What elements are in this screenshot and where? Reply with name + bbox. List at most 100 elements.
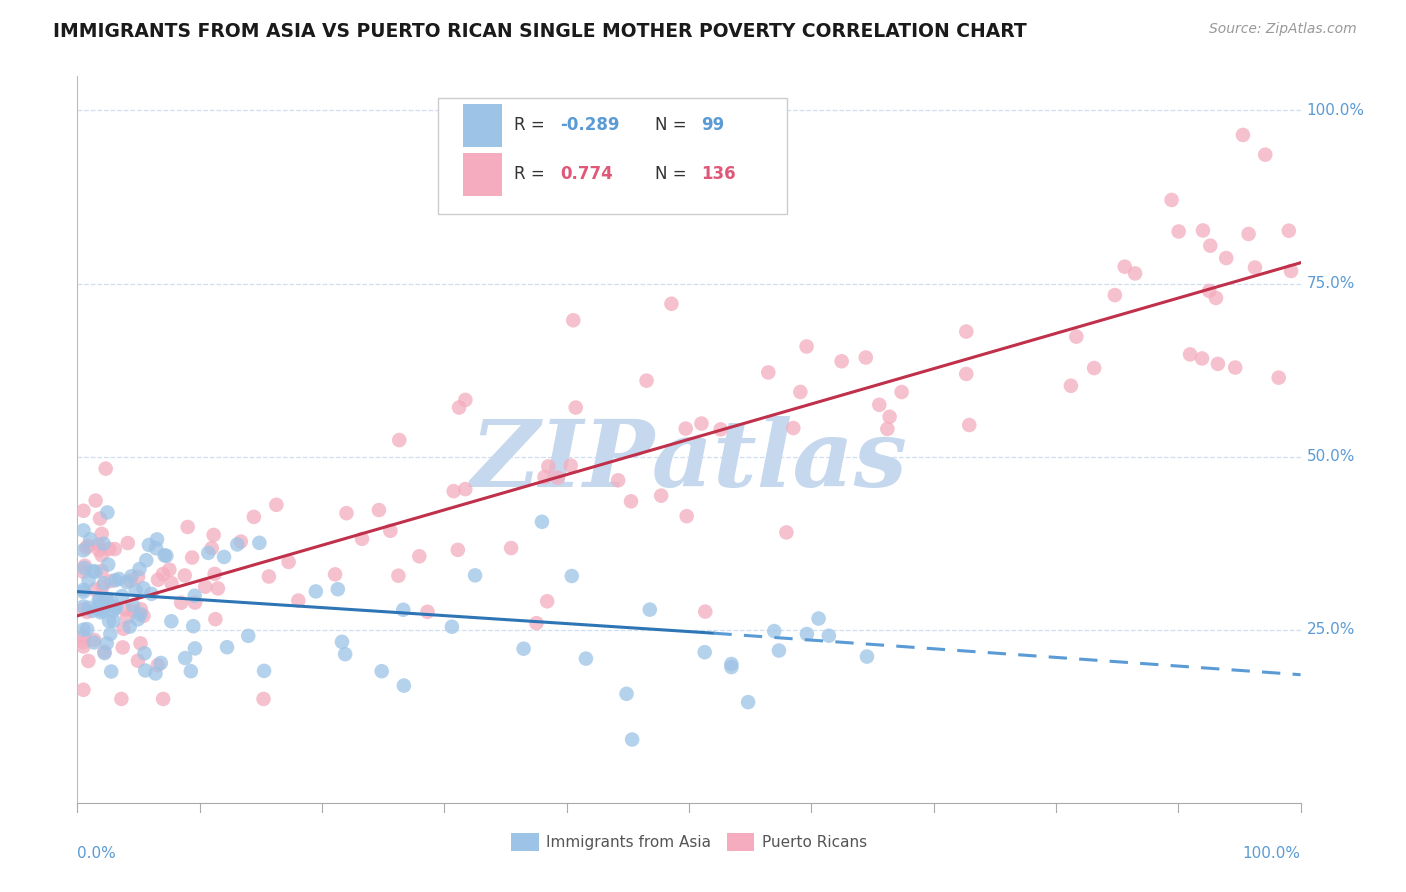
Point <box>115 575 138 590</box>
Point <box>449 401 471 415</box>
Point <box>111 640 134 655</box>
Point <box>277 555 299 569</box>
Point <box>526 616 548 631</box>
Point <box>82 564 104 578</box>
Point <box>160 576 183 591</box>
Point <box>72 682 94 697</box>
Point <box>796 339 818 353</box>
Point <box>83 632 105 647</box>
Point <box>87 543 110 558</box>
Point <box>266 498 288 512</box>
Point <box>132 582 155 596</box>
Point <box>124 583 146 598</box>
Point <box>464 568 486 582</box>
Point <box>454 482 477 496</box>
Point <box>180 665 202 679</box>
Point <box>152 692 174 706</box>
Point <box>1254 147 1277 161</box>
Point <box>1199 238 1222 252</box>
Text: IMMIGRANTS FROM ASIA VS PUERTO RICAN SINGLE MOTHER POVERTY CORRELATION CHART: IMMIGRANTS FROM ASIA VS PUERTO RICAN SIN… <box>53 22 1028 41</box>
Point <box>174 651 197 665</box>
Point <box>621 732 644 747</box>
Point <box>1104 288 1126 302</box>
Point <box>1160 193 1182 207</box>
Point <box>72 504 94 518</box>
Point <box>72 524 94 538</box>
Point <box>184 595 207 609</box>
Text: R =: R = <box>515 165 550 183</box>
Point <box>98 614 121 628</box>
Point <box>201 541 224 556</box>
Point <box>129 607 152 621</box>
Point <box>392 603 415 617</box>
Point <box>129 636 152 650</box>
Point <box>661 297 683 311</box>
Point <box>127 570 149 584</box>
Point <box>1191 351 1213 366</box>
Point <box>323 567 346 582</box>
Point <box>104 542 127 557</box>
FancyBboxPatch shape <box>439 97 787 214</box>
Point <box>768 643 790 657</box>
Point <box>155 549 177 563</box>
Point <box>212 549 235 564</box>
Point <box>72 599 94 614</box>
Point <box>575 651 598 665</box>
Point <box>1205 291 1227 305</box>
Point <box>547 471 569 485</box>
Point <box>118 620 141 634</box>
Point <box>388 433 411 447</box>
Point <box>408 549 430 564</box>
Point <box>636 374 658 388</box>
Point <box>856 649 879 664</box>
Point <box>96 591 118 606</box>
Point <box>562 313 585 327</box>
Point <box>695 605 717 619</box>
Point <box>607 473 630 487</box>
Point <box>90 527 112 541</box>
Point <box>100 665 122 679</box>
Point <box>876 422 898 436</box>
Point <box>77 539 100 553</box>
Point <box>380 524 402 538</box>
Point <box>1244 260 1267 275</box>
Point <box>108 572 131 586</box>
Point <box>831 354 853 368</box>
Point <box>72 623 94 637</box>
Point <box>184 641 207 656</box>
Point <box>183 589 205 603</box>
Point <box>84 565 107 579</box>
Point <box>330 635 353 649</box>
Point <box>368 503 391 517</box>
Point <box>720 660 742 674</box>
Point <box>97 558 120 572</box>
Text: 75.0%: 75.0% <box>1306 276 1355 291</box>
Point <box>72 582 94 597</box>
Point <box>103 599 125 614</box>
Point <box>122 604 145 618</box>
Point <box>650 489 672 503</box>
Text: 0.0%: 0.0% <box>77 847 117 862</box>
Point <box>243 509 266 524</box>
Point <box>138 538 160 552</box>
Point <box>204 612 226 626</box>
Point <box>91 579 114 593</box>
Point <box>84 493 107 508</box>
Point <box>796 627 818 641</box>
Point <box>215 640 238 655</box>
Point <box>443 484 465 499</box>
Point <box>114 602 136 616</box>
Point <box>132 608 155 623</box>
Point <box>955 367 977 381</box>
Point <box>818 629 841 643</box>
Point <box>103 614 125 628</box>
Point <box>675 422 697 436</box>
Point <box>560 458 582 473</box>
Point <box>127 612 149 626</box>
Point <box>75 541 97 555</box>
Point <box>105 600 128 615</box>
Point <box>530 515 553 529</box>
Point <box>335 506 357 520</box>
Point <box>93 604 115 618</box>
Point <box>690 417 713 431</box>
